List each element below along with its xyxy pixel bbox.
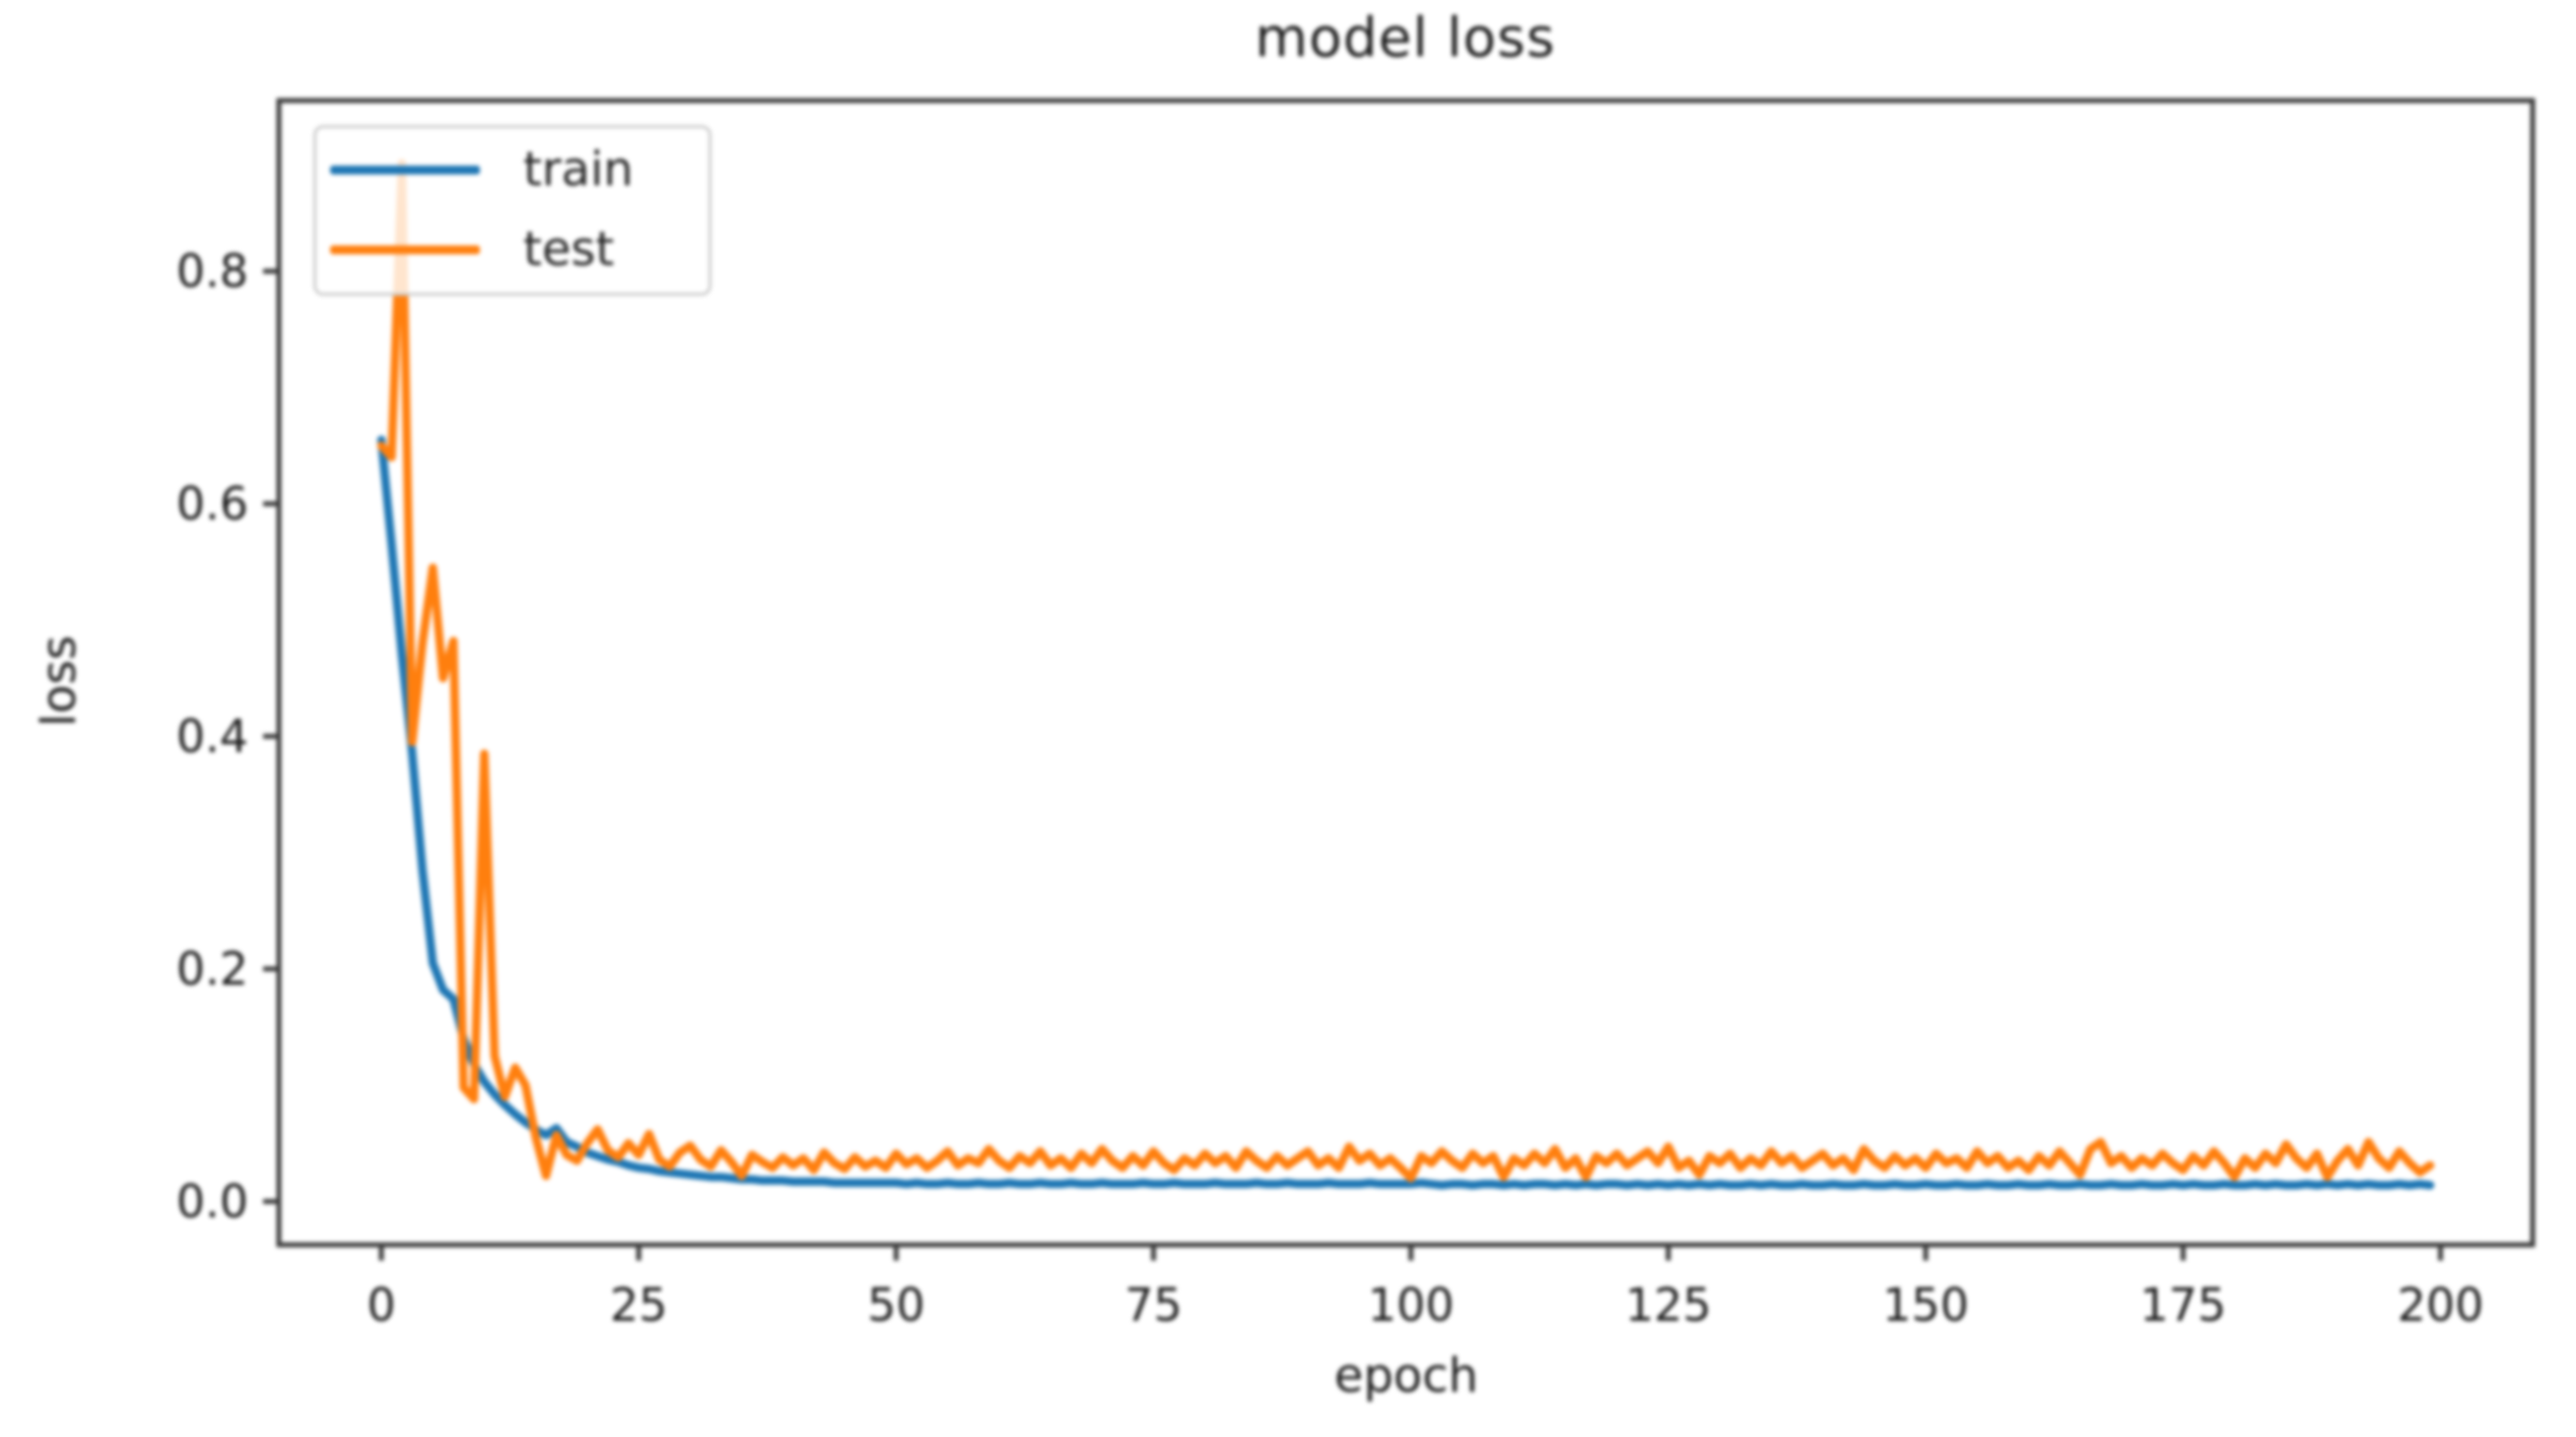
legend: train test	[313, 125, 712, 296]
legend-label-train: train	[523, 142, 634, 197]
legend-line-train	[330, 165, 480, 174]
x-axis-label: epoch	[1333, 1348, 1479, 1403]
x-tick-label: 50	[867, 1278, 925, 1332]
legend-label-test: test	[523, 222, 615, 277]
series-line-test	[376, 159, 2435, 1183]
chart-title: model loss	[1254, 6, 1556, 69]
legend-item-train: train	[330, 144, 634, 195]
y-tick-label: 0.2	[176, 942, 248, 995]
y-tick-label: 0.8	[176, 244, 248, 298]
y-axis-label: loss	[32, 635, 87, 727]
x-tick-label: 25	[610, 1278, 668, 1332]
x-tick-label: 175	[2139, 1278, 2226, 1332]
y-tick-label: 0.6	[176, 477, 248, 530]
y-tick-label: 0.0	[176, 1175, 248, 1228]
x-tick-label: 125	[1625, 1278, 1712, 1332]
x-tick-label: 150	[1882, 1278, 1969, 1332]
plot-spines	[276, 98, 2536, 1248]
x-tick-label: 200	[2398, 1278, 2484, 1332]
legend-line-test	[330, 244, 480, 254]
x-tick-label: 75	[1124, 1278, 1183, 1332]
x-tick-label: 0	[367, 1278, 395, 1332]
x-tick-label: 100	[1368, 1278, 1455, 1332]
y-tick-label: 0.4	[176, 710, 248, 763]
series-line-train	[376, 436, 2435, 1190]
legend-item-test: test	[330, 224, 614, 275]
